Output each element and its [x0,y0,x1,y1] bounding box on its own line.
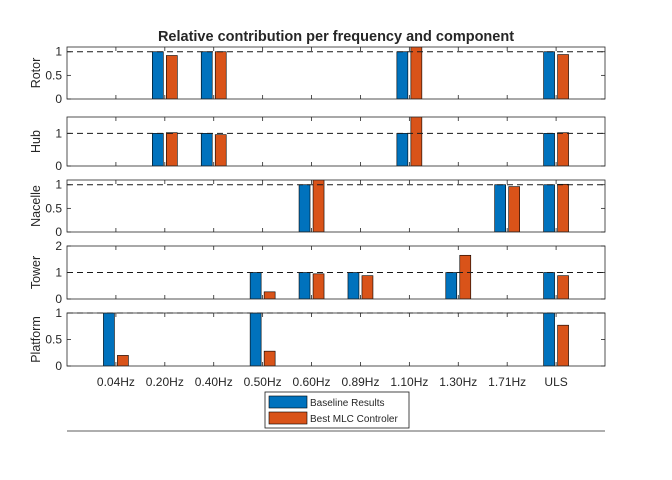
bar-rotor-1-10hz-best-mlc [410,47,423,99]
y-tick-label: 0.5 [45,333,62,347]
panel-tower: 0 1 2 Tower [29,239,606,306]
x-tick-label-uls: ULS [544,375,567,389]
y-tick-label: 0 [55,159,62,173]
chart-title: Relative contribution per frequency and … [158,29,514,45]
bar-hub-0-40hz-baseline [200,133,213,166]
x-tick-label-0-89hz: 0.89Hz [341,375,379,389]
y-tick-label: 0 [55,92,62,106]
y-tick-label: 1 [55,126,62,140]
y-axis-label-platform: Platform [29,316,43,363]
x-tick-label-0-20hz: 0.20Hz [146,375,184,389]
bars [152,117,569,166]
y-tick-label: 0.5 [45,68,62,82]
bar-hub-0-20hz-baseline [152,133,164,166]
x-tick-label-0-60hz: 0.60Hz [293,375,331,389]
bar-nacelle-uls-best-mlc [557,183,569,232]
y-axis-label-rotor: Rotor [29,58,43,89]
y-tick-label: 1 [55,178,62,192]
bar-rotor-0-20hz-best-mlc [166,55,178,99]
bar-tower-0-89hz-baseline [347,272,360,299]
legend-swatch-best-mlc [268,411,308,425]
y-tick-label: 0.5 [45,201,62,215]
panel-nacelle: 0 0.5 1 Nacelle [29,178,606,239]
y-axis-label-tower: Tower [29,256,43,289]
bar-rotor-0-40hz-best-mlc [214,51,227,99]
bar-nacelle-0-60hz-baseline [298,184,311,232]
bar-platform-uls-best-mlc [557,324,569,366]
y-tick-label: 1 [55,45,62,59]
y-tick-label: 0 [55,359,62,373]
bar-rotor-uls-best-mlc [557,54,569,99]
panels: 00.51Rotor01Hub00.51Nacelle012Tower00.51… [29,45,606,373]
bar-platform-0-04hz-best-mlc [117,355,129,366]
bar-hub-uls-best-mlc [557,132,569,166]
bar-hub-1-10hz-baseline [396,133,409,166]
bar-tower-0-50hz-baseline [249,272,262,299]
bar-tower-1-30hz-best-mlc [459,254,472,299]
axes-rotor [66,46,606,100]
bar-platform-0-50hz-best-mlc [263,350,276,366]
bar-hub-0-40hz-best-mlc [214,134,227,166]
legend-label-best-mlc: Best MLC Controler [310,414,398,425]
bars [152,47,569,99]
y-axis-label-nacelle: Nacelle [29,185,43,227]
y-tick-label: 1 [55,266,62,280]
legend-label-baseline: Baseline Results [310,398,384,409]
bar-tower-uls-best-mlc [557,275,569,299]
x-tick-label-0-04hz: 0.04Hz [97,375,135,389]
bar-hub-0-20hz-best-mlc [166,132,178,166]
bar-platform-uls-baseline [543,313,555,366]
bar-hub-uls-baseline [543,133,555,166]
bar-rotor-0-20hz-baseline [152,51,164,99]
bar-rotor-1-10hz-baseline [396,51,409,99]
bar-rotor-0-40hz-baseline [200,51,213,99]
bar-nacelle-0-60hz-best-mlc [312,180,325,232]
y-tick-label: 0 [55,292,62,306]
panel-rotor: 0 0.5 1 Rotor [29,45,606,106]
y-tick-label: 1 [55,306,62,320]
bar-platform-0-50hz-baseline [249,313,262,366]
x-tick-label-1-30hz: 1.30Hz [439,375,477,389]
bar-nacelle-uls-baseline [543,184,555,232]
x-tick-labels: 0.04Hz 0.20Hz 0.40Hz 0.50Hz 0.60Hz 0.89Hz 1.10… [97,375,568,389]
legend-swatch-baseline [268,395,308,409]
bar-tower-1-30hz-baseline [445,272,458,299]
bar-tower-0-50hz-best-mlc [263,291,276,299]
x-tick-label-0-50hz: 0.50Hz [244,375,282,389]
bar-platform-0-04hz-baseline [103,313,115,366]
y-tick-label: 2 [55,239,62,253]
bar-tower-0-60hz-best-mlc [312,273,325,299]
bar-tower-0-89hz-best-mlc [361,275,374,299]
bar-tower-uls-baseline [543,272,555,299]
y-tick-label: 0 [55,225,62,239]
bar-hub-1-10hz-best-mlc [410,117,423,166]
legend: Baseline Results Best MLC Controler [264,391,410,429]
panel-platform: 0 0.5 1 Platform [29,306,606,373]
x-tick-label-1-10hz: 1.10Hz [390,375,428,389]
bar-tower-0-60hz-baseline [298,272,311,299]
bar-nacelle-1-71hz-baseline [494,184,506,232]
bar-rotor-uls-baseline [543,51,555,99]
y-axis-label-hub: Hub [29,130,43,153]
axes-hub [66,116,606,167]
axes-nacelle [66,179,606,233]
bars [103,313,569,366]
x-tick-label-1-71hz: 1.71Hz [488,375,526,389]
x-tick-label-0-40hz: 0.40Hz [195,375,233,389]
panel-hub: 0 1 Hub [29,116,606,173]
bar-nacelle-1-71hz-best-mlc [508,186,520,232]
